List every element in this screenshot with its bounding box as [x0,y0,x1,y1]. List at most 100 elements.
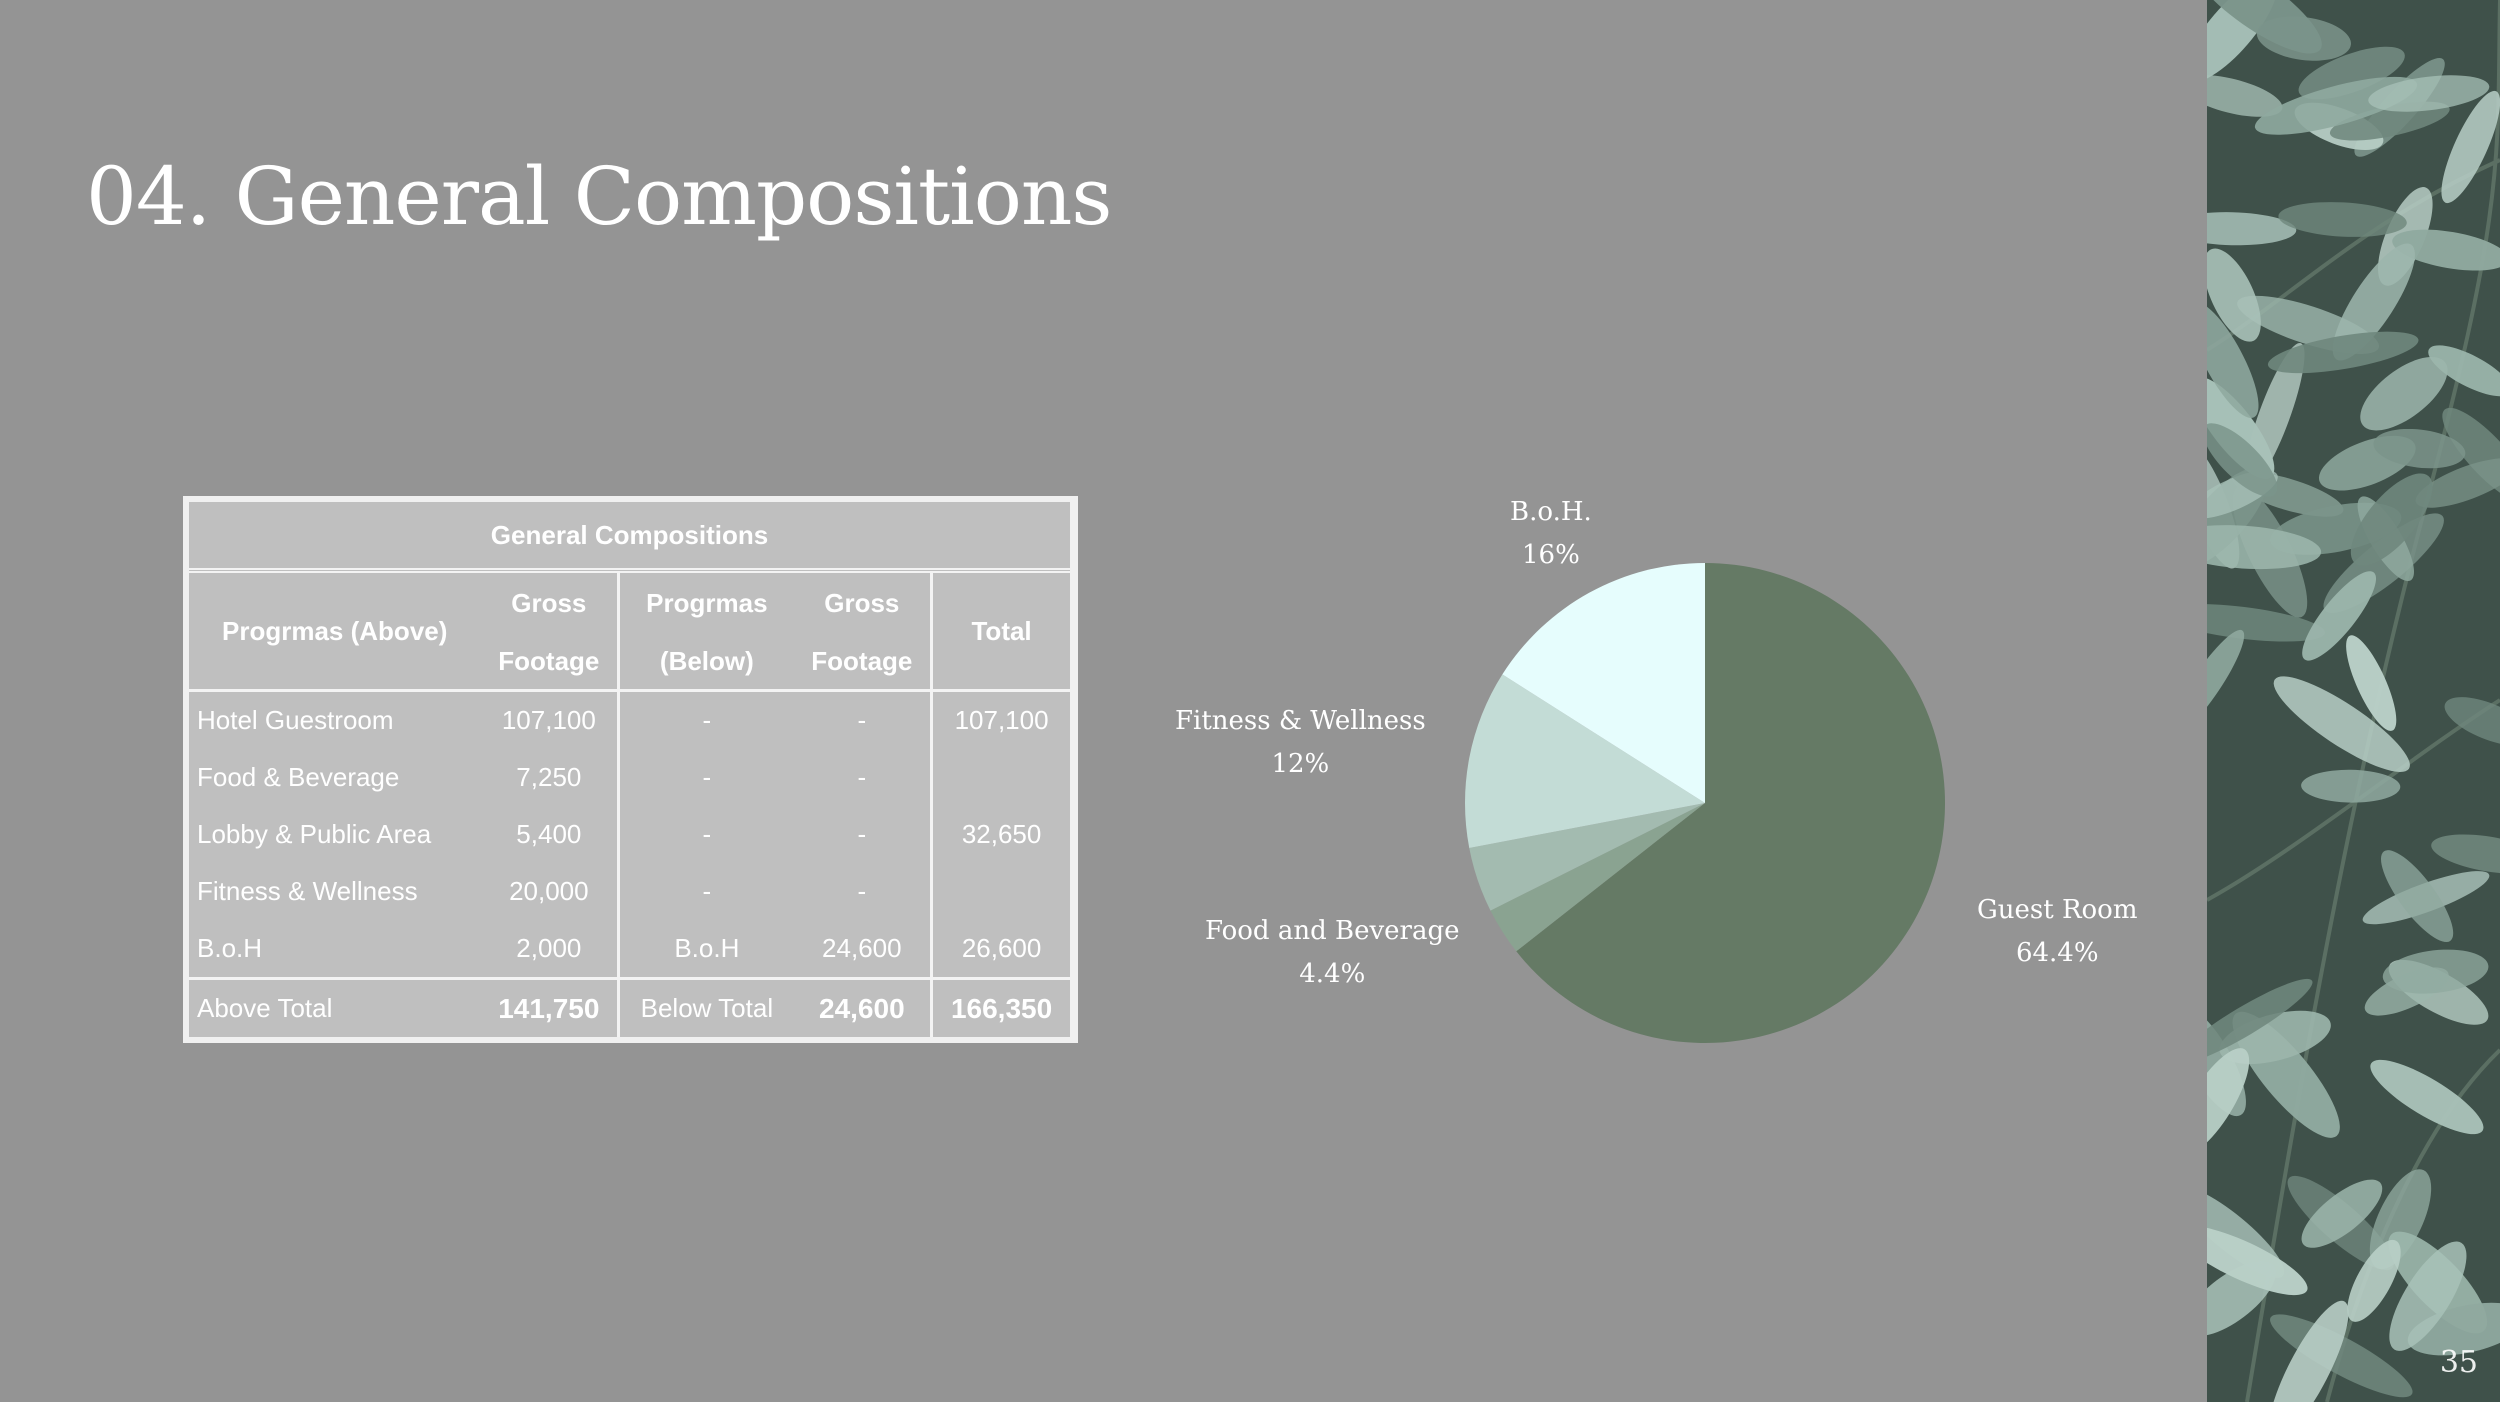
leaf [2207,1048,2250,1157]
table-row: Lobby & Public Area 5,400 - - 32,650 [189,806,1070,863]
leaf-illustration [2207,0,2500,1402]
leaf [2301,769,2401,803]
program-name: Lobby & Public Area [197,819,432,849]
composition-table-frame: General Compositions Progrmas (Above) Gr… [183,496,1078,1043]
pie-label-name: Fitness & Wellness [1175,706,1426,736]
leaf [2368,75,2490,112]
leaf [2392,229,2500,271]
program-below: - [702,705,712,735]
gross-footage: 7,250 [480,749,621,806]
header-gross-below: Gross [793,570,934,633]
leaf [2389,1241,2467,1351]
leaf [2301,1179,2383,1248]
leaf [2298,46,2405,100]
program-below: - [702,876,712,906]
leaf [2207,212,2297,246]
gross-footage-below: 24,600 [793,920,934,979]
grand-total-value: 166,350 [931,977,1070,1037]
pie-label-value: 16% [1521,540,1580,570]
header-below-sub: (Below) [618,633,794,692]
leaf [2207,978,2313,1064]
row-total: 26,600 [961,933,1042,963]
pie-label-value: 12% [1271,749,1330,779]
pie-slice-b-o-h [1502,563,1705,803]
pie-label-name: Food and Beverage [1205,916,1460,946]
leaf [2441,90,2500,204]
leaf [2442,407,2500,504]
table-row: Hotel Guestroom 107,100 - - 107,100 [189,690,1070,749]
pie-slice-fitness-wellness [1465,674,1705,848]
program-below: - [702,819,712,849]
leaf [2207,423,2278,497]
leaf [2270,1314,2413,1398]
leaf [2207,0,2322,54]
program-below: - [702,762,712,792]
row-total: 107,100 [954,705,1049,735]
above-total-label: Above Total [189,977,481,1037]
leaf [2207,525,2322,570]
gross-footage-below: - [793,749,934,806]
header-gross-above: Gross [480,570,621,633]
leaf [2207,629,2245,737]
leaf [2207,248,2261,342]
leaf [2267,331,2419,374]
composition-table: General Compositions Progrmas (Above) Gr… [189,502,1070,1037]
gross-footage: 20,000 [480,863,621,920]
pie-label-name: B.o.H. [1510,497,1592,527]
leaf [2381,850,2454,943]
program-below: B.o.H [674,933,740,963]
page-number: 35 [2439,1345,2478,1380]
leaf [2207,75,2283,117]
row-total: 32,650 [961,819,1042,849]
pie-label-boh: B.o.H. 16% [1510,491,1592,577]
leaf [2444,697,2500,746]
leaf [2360,356,2448,431]
above-total-value: 141,750 [480,977,621,1037]
leaf [2428,345,2500,397]
header-programs-below: Progrmas [646,587,768,618]
leaf [2382,949,2489,994]
below-total-value: 24,600 [793,977,934,1037]
composition-pie-chart [1465,563,1945,1043]
totals-row: Above Total 141,750 Below Total 24,600 1… [189,977,1070,1037]
leaf [2373,428,2466,469]
table-row: Fitness & Wellness 20,000 - - [189,863,1070,920]
gross-footage: 5,400 [480,806,621,863]
pie-slice-guest-room [1516,563,1945,1043]
gross-footage: 2,000 [480,920,621,979]
program-name: B.o.H [197,933,263,963]
gross-footage-below: - [793,806,934,863]
table-title: General Compositions [189,502,1070,573]
pie-label-name: Guest Room [1977,895,2138,925]
pie-slice-food-and-beverage [1469,803,1705,911]
leaf [2415,458,2500,508]
table-row: Food & Beverage 7,250 - - [189,749,1070,806]
header-programs-above: Progrmas (Above) [189,570,481,692]
gross-footage: 107,100 [480,690,621,749]
slide-title: 04. General Compositions [86,150,1112,243]
pie-slice-lobby-public-area [1490,803,1705,952]
header-footage-below: Footage [793,633,934,692]
program-name: Fitness & Wellness [197,876,418,906]
pie-label-fitness: Fitness & Wellness 12% [1175,700,1426,786]
leaf [2347,1239,2401,1322]
leaf [2207,301,2259,419]
leaf [2431,834,2500,874]
gross-footage-below: - [793,690,934,749]
leaf [2207,1225,2308,1296]
pie-label-value: 64.4% [2015,938,2099,968]
pie-label-food: Food and Beverage 4.4% [1205,910,1460,996]
table-row: B.o.H 2,000 B.o.H 24,600 26,600 [189,920,1070,979]
leaf [2346,635,2397,731]
gross-footage-below: - [793,863,934,920]
program-name: Hotel Guestroom [197,705,394,735]
header-footage-above: Footage [480,633,621,692]
leaf [2268,1300,2349,1402]
program-name: Food & Beverage [197,762,400,792]
leaf [2329,101,2450,141]
header-total: Total [931,570,1070,692]
below-total-label: Below Total [618,977,794,1037]
leaf [2350,473,2433,566]
leaf [2207,604,2326,642]
leaf [2273,676,2410,773]
